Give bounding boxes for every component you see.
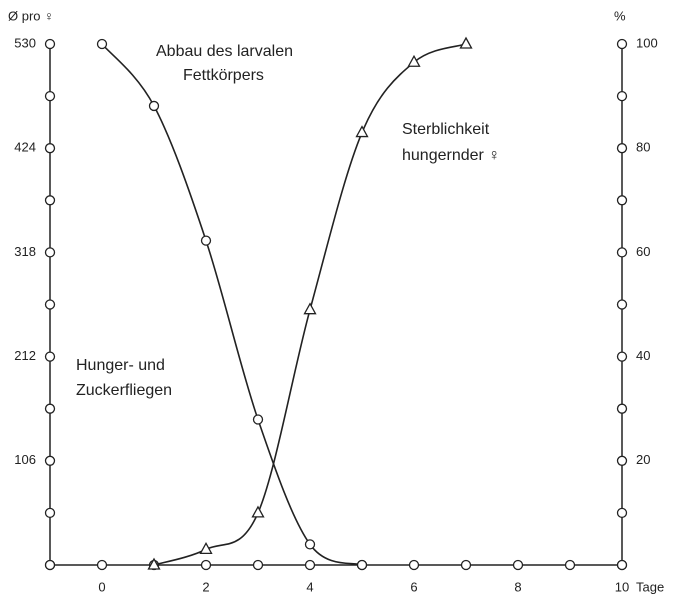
tick-mark xyxy=(44,299,56,310)
y-axis-label: Ø pro ♀ xyxy=(8,8,54,23)
y2-axis-label: % xyxy=(614,8,626,23)
tick-mark xyxy=(616,403,628,414)
marker xyxy=(303,302,317,315)
tick-mark xyxy=(252,559,264,571)
y-tick-label: 530 xyxy=(14,35,36,50)
tick-mark xyxy=(616,247,628,258)
marker xyxy=(147,557,161,570)
tick-mark xyxy=(616,38,628,50)
marker xyxy=(199,542,213,555)
tick-mark xyxy=(44,351,56,362)
x-tick-label: 4 xyxy=(306,579,313,594)
tick-mark xyxy=(96,559,108,571)
tick-mark xyxy=(44,195,56,206)
marker xyxy=(407,54,421,67)
x-tick-label: 2 xyxy=(202,579,209,594)
tick-mark xyxy=(44,143,56,154)
tick-mark xyxy=(44,38,56,50)
tick-mark xyxy=(616,455,628,466)
tick-mark xyxy=(616,299,628,310)
marker xyxy=(459,36,473,49)
annotation: Fettkörpers xyxy=(183,67,264,84)
y-tick-label: 424 xyxy=(14,140,36,155)
y-tick-label: 212 xyxy=(14,348,36,363)
x-tick-label: 8 xyxy=(514,579,521,594)
tick-mark xyxy=(200,559,212,571)
marker xyxy=(251,505,265,518)
y-tick-label: 318 xyxy=(14,244,36,259)
y2-tick-label: 80 xyxy=(636,140,650,155)
marker xyxy=(252,414,264,425)
marker xyxy=(356,559,368,571)
tick-mark xyxy=(44,90,56,102)
tick-mark xyxy=(616,195,628,206)
tick-mark xyxy=(616,559,628,571)
marker xyxy=(355,125,369,138)
y2-tick-label: 20 xyxy=(636,452,650,467)
tick-mark xyxy=(408,559,420,571)
tick-mark xyxy=(44,455,56,466)
annotation: Zuckerfliegen xyxy=(76,382,172,399)
annotation: Sterblichkeit xyxy=(402,121,490,138)
annotation: Hunger- und xyxy=(76,357,165,374)
x-tick-label: 6 xyxy=(410,579,417,594)
tick-mark xyxy=(564,559,576,571)
tick-mark xyxy=(44,247,56,258)
tick-mark xyxy=(616,507,628,519)
tick-mark xyxy=(512,559,524,571)
tick-mark xyxy=(616,90,628,102)
tick-mark xyxy=(44,507,56,519)
x-tick-label: 0 xyxy=(98,579,105,594)
annotation: hungernder ♀ xyxy=(402,147,500,164)
y2-tick-label: 100 xyxy=(636,35,658,50)
annotation: Abbau des larvalen xyxy=(156,43,293,60)
marker xyxy=(200,235,212,246)
tick-mark xyxy=(460,559,472,571)
tick-mark xyxy=(304,559,316,571)
x-axis-label: Tage xyxy=(636,579,664,594)
y2-tick-label: 40 xyxy=(636,348,650,363)
x-tick-label: 10 xyxy=(615,579,629,594)
tick-mark xyxy=(616,143,628,154)
y2-tick-label: 60 xyxy=(636,244,650,259)
line xyxy=(101,43,363,566)
y-tick-label: 106 xyxy=(14,452,36,467)
marker xyxy=(96,38,108,50)
marker xyxy=(304,539,316,550)
tick-mark xyxy=(44,403,56,414)
tick-mark xyxy=(44,559,56,571)
tick-mark xyxy=(616,351,628,362)
marker xyxy=(148,100,160,112)
